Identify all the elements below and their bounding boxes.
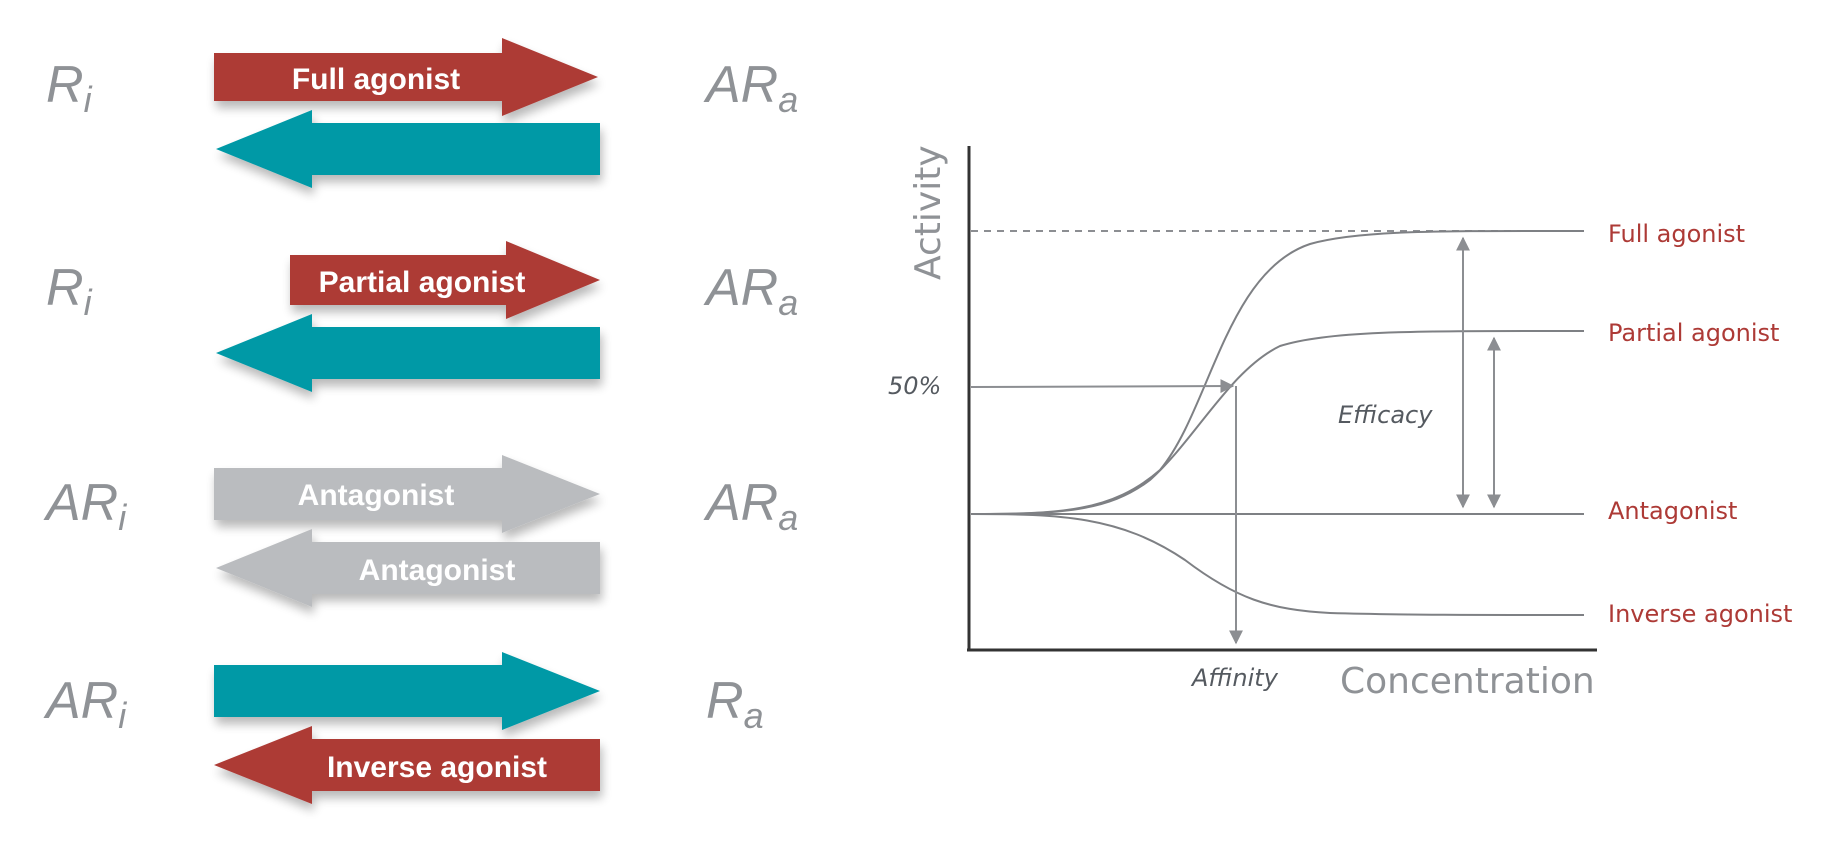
forward-arrow-label: Full agonist	[292, 63, 460, 96]
state-right: ARa	[703, 474, 798, 538]
half-max-label: 50%	[888, 372, 941, 400]
equilibrium-inverse-agonist: ARi Inverse agonist Ra	[43, 652, 764, 804]
backward-arrow-label: Inverse agonist	[327, 751, 547, 784]
equilibrium-antagonist: ARi Antagonist Antagonist ARa	[43, 455, 798, 607]
efficacy-label: Efficacy	[1338, 401, 1433, 429]
curve-label-partial-agonist: Partial agonist	[1608, 319, 1779, 347]
affinity-label: Affinity	[1190, 664, 1279, 692]
state-right: Ra	[706, 672, 764, 736]
y-axis-label: Activity	[908, 145, 949, 280]
forward-arrow-label: Partial agonist	[319, 266, 526, 299]
equilibrium-full-agonist: Ri Full agonist ARa	[46, 38, 798, 188]
curve-label-full-agonist: Full agonist	[1608, 220, 1745, 248]
backward-arrow	[214, 726, 600, 804]
curve-label-antagonist: Antagonist	[1608, 497, 1737, 525]
forward-arrow	[290, 241, 600, 319]
forward-arrow-label: Antagonist	[298, 479, 455, 512]
inverse-agonist-curve	[970, 513, 1585, 616]
half-max-arrow	[970, 379, 1235, 394]
state-left: Ri	[46, 259, 93, 323]
full-agonist-curve	[970, 229, 1585, 515]
forward-arrow	[214, 455, 600, 533]
curve-label-inverse-agonist: Inverse agonist	[1608, 600, 1792, 628]
dose-response-panel: Activity Concentration Full agonist Part…	[888, 145, 1792, 702]
backward-arrow-label: Antagonist	[359, 554, 516, 587]
equilibrium-partial-agonist: Ri Partial agonist ARa	[46, 241, 798, 392]
state-left: Ri	[46, 56, 93, 120]
equilibria-panel: Ri Full agonist ARa Ri Partial agonist A…	[43, 38, 798, 804]
state-right: ARa	[703, 56, 798, 120]
backward-arrow	[216, 314, 600, 392]
x-axis-label: Concentration	[1340, 661, 1595, 702]
state-right: ARa	[703, 259, 798, 323]
forward-arrow	[214, 38, 598, 116]
state-left: ARi	[43, 474, 127, 538]
forward-arrow	[214, 652, 600, 730]
partial-agonist-curve	[970, 329, 1585, 515]
backward-arrow	[216, 529, 600, 607]
backward-arrow	[216, 110, 600, 188]
state-left: ARi	[43, 672, 127, 736]
